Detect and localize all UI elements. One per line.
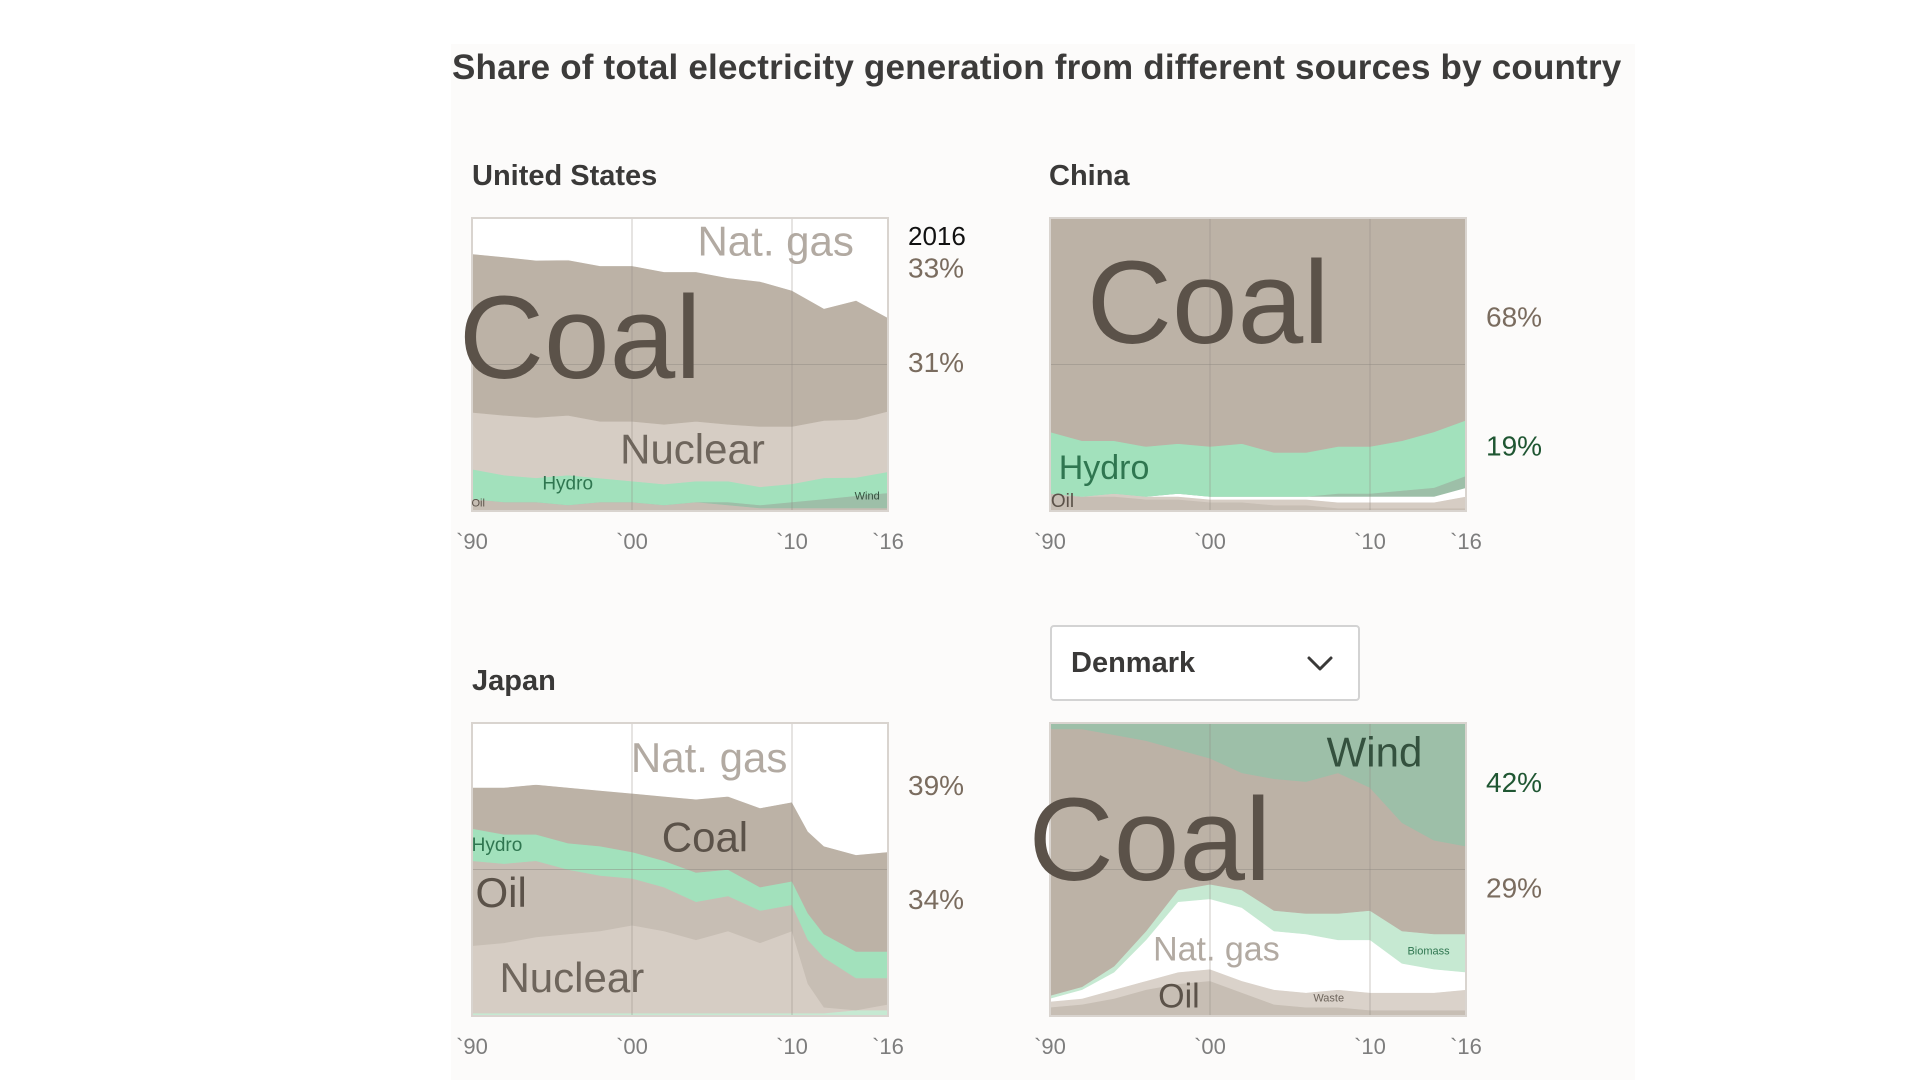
x-tick-label: `16 <box>872 529 904 554</box>
x-tick-label: `00 <box>1194 1034 1226 1059</box>
series-label-nat-gas: Nat. gas <box>697 217 853 264</box>
end-value-nat-gas: 33% <box>908 252 964 283</box>
country-dropdown[interactable]: Denmark <box>1050 625 1360 701</box>
country-title-japan: Japan <box>472 665 556 697</box>
series-label-hydro: Hydro <box>1059 449 1150 487</box>
series-label-coal: Coal <box>662 813 748 860</box>
plot-frame <box>1049 722 1467 1017</box>
series-label-wind: Wind <box>855 490 880 502</box>
series-label-coal: Coal <box>1028 774 1271 906</box>
series-label-oil: Oil <box>1051 491 1074 512</box>
x-tick-label: `90 <box>1034 529 1066 554</box>
area-chart-japan: Nat. gas Coal Hydro Oil Nuclear `90 `00 `10 `16 3… <box>456 722 964 1059</box>
x-tick-label: `00 <box>616 529 648 554</box>
series-label-oil: Oil <box>475 869 526 916</box>
end-value-coal: 34% <box>908 884 964 915</box>
area-chart-united-states: Nat. gas Coal Nuclear Hydro Oil Wind `90 `00 `10… <box>456 217 966 554</box>
x-tick-label: `90 <box>456 529 488 554</box>
country-title-china: China <box>1049 160 1130 192</box>
x-tick-label: `00 <box>1194 529 1226 554</box>
series-label-biomass: Biomass <box>1407 945 1450 957</box>
year-label: 2016 <box>908 221 966 251</box>
country-dropdown-label: Denmark <box>1071 647 1196 679</box>
chevron-down-icon <box>1307 656 1333 671</box>
end-value-coal: 29% <box>1486 872 1542 903</box>
x-tick-label: `10 <box>776 529 808 554</box>
area-chart-china: Coal Hydro Oil `90 `00 `10 `16 68% 19% <box>1034 217 1542 554</box>
series-label-coal: Coal <box>459 272 702 404</box>
series-label-hydro: Hydro <box>472 835 523 856</box>
end-value-hydro: 19% <box>1486 430 1542 461</box>
plot-frame <box>471 722 889 1017</box>
series-label-nuclear: Nuclear <box>499 954 644 1001</box>
plot-frame <box>1049 217 1467 512</box>
end-value-nat-gas: 39% <box>908 770 964 801</box>
end-value-wind: 42% <box>1486 767 1542 798</box>
x-tick-label: `10 <box>1354 529 1386 554</box>
x-tick-label: `90 <box>1034 1034 1066 1059</box>
end-value-coal: 68% <box>1486 301 1542 332</box>
plot-frame <box>471 217 889 512</box>
series-label-oil: Oil <box>472 498 485 510</box>
series-label-nuclear: Nuclear <box>620 425 765 472</box>
x-tick-label: `90 <box>456 1034 488 1059</box>
series-label-nat-gas: Nat. gas <box>1153 931 1280 969</box>
x-tick-label: `10 <box>776 1034 808 1059</box>
end-value-coal: 31% <box>908 347 964 378</box>
series-label-hydro: Hydro <box>542 474 593 495</box>
page-title: Share of total electricity generation fr… <box>452 48 1622 87</box>
x-tick-label: `16 <box>872 1034 904 1059</box>
area-chart-denmark: Wind Coal Nat. gas Oil Biomass Waste `90 `00 `10… <box>1028 722 1542 1059</box>
series-label-coal: Coal <box>1087 237 1330 369</box>
series-label-waste: Waste <box>1313 992 1344 1004</box>
x-tick-label: `16 <box>1450 1034 1482 1059</box>
series-label-wind: Wind <box>1327 728 1423 775</box>
x-tick-label: `00 <box>616 1034 648 1059</box>
series-label-oil: Oil <box>1158 977 1200 1015</box>
x-tick-label: `16 <box>1450 529 1482 554</box>
country-title-united-states: United States <box>472 160 658 192</box>
x-tick-label: `10 <box>1354 1034 1386 1059</box>
series-label-nat-gas: Nat. gas <box>631 734 787 781</box>
